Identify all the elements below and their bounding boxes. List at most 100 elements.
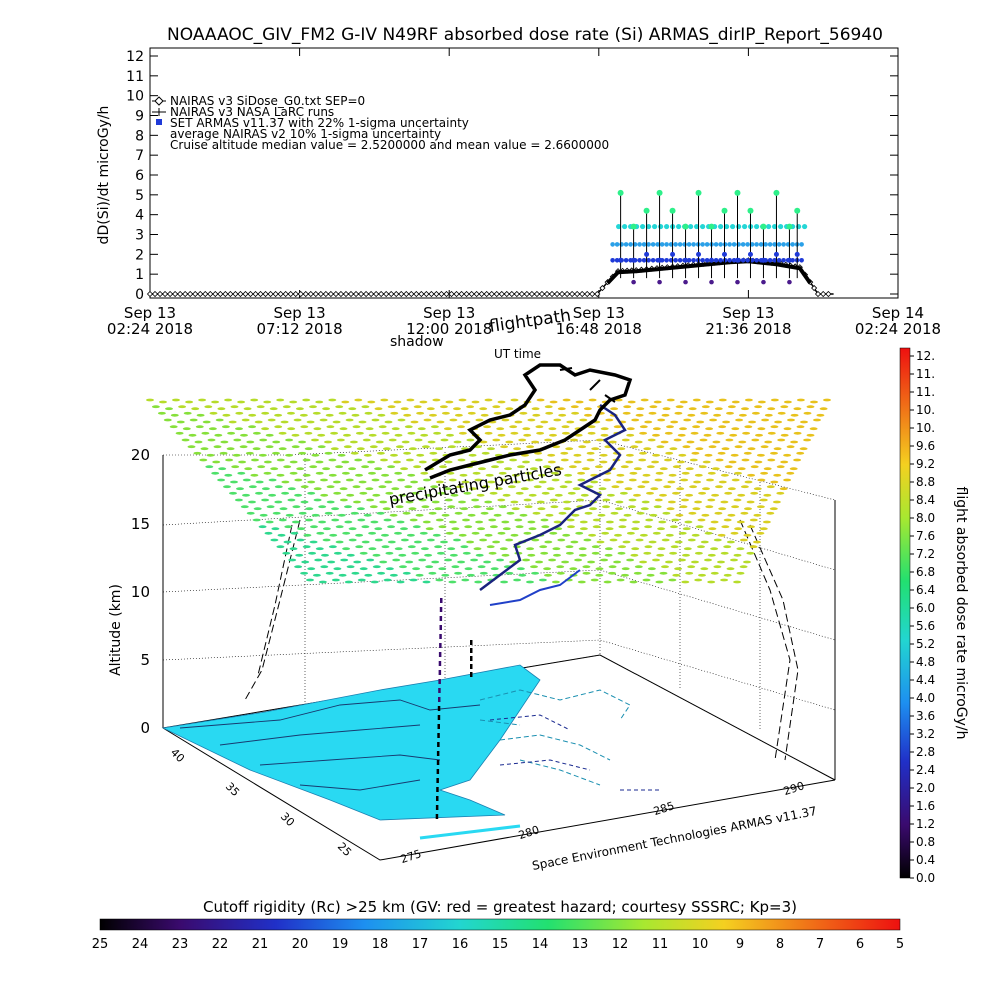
particle-mark bbox=[716, 431, 725, 435]
colorbar-ticks: 12.11.11.10.10.9.69.28.88.48.07.67.26.86… bbox=[910, 349, 935, 885]
colorbar-tick-label: 8 bbox=[776, 937, 784, 952]
particle-mark bbox=[309, 465, 318, 469]
nairas-sidose-point bbox=[488, 290, 495, 298]
nairas-sidose-point bbox=[438, 290, 445, 298]
particle-mark bbox=[352, 485, 361, 489]
state-borders bbox=[179, 699, 481, 791]
particle-mark bbox=[666, 398, 675, 402]
particle-mark bbox=[727, 405, 736, 409]
particle-mark bbox=[390, 411, 399, 415]
particle-mark bbox=[437, 551, 445, 555]
particle-mark bbox=[743, 560, 751, 564]
y-tick-label: 1 bbox=[135, 267, 144, 283]
particle-mark bbox=[739, 565, 748, 569]
particle-mark bbox=[591, 545, 600, 549]
particle-mark bbox=[675, 405, 684, 409]
particle-mark bbox=[700, 540, 709, 544]
particle-mark bbox=[652, 433, 660, 437]
particle-mark bbox=[372, 493, 381, 497]
particle-mark bbox=[201, 431, 210, 435]
particle-mark bbox=[278, 518, 287, 522]
particle-mark bbox=[387, 405, 396, 409]
armas-uncertainty-band-point bbox=[619, 242, 624, 247]
x-tick-time: 16:48 2018 bbox=[556, 320, 642, 338]
colorbar-tick-label: 5 bbox=[896, 937, 904, 952]
particle-mark bbox=[329, 533, 338, 537]
particle-mark bbox=[357, 518, 366, 522]
particle-mark bbox=[326, 425, 335, 429]
particle-mark bbox=[744, 425, 753, 429]
colorbar-tick-label: 9.2 bbox=[916, 457, 935, 471]
particle-mark bbox=[638, 458, 647, 462]
particle-mark bbox=[159, 400, 167, 404]
particle-mark bbox=[355, 431, 364, 435]
particle-mark bbox=[401, 440, 410, 444]
particle-mark bbox=[658, 520, 667, 524]
particle-mark bbox=[170, 413, 179, 417]
particle-mark bbox=[214, 433, 223, 437]
particle-mark bbox=[454, 571, 463, 575]
particle-mark bbox=[701, 405, 710, 409]
armas-uncertainty-mid-point bbox=[646, 223, 652, 230]
particle-mark bbox=[394, 433, 403, 437]
particle-mark bbox=[546, 487, 555, 491]
particle-mark bbox=[737, 467, 746, 471]
particle-mark bbox=[680, 478, 689, 482]
particle-mark bbox=[248, 413, 257, 417]
climb-dot bbox=[439, 607, 443, 612]
particle-mark bbox=[653, 400, 662, 404]
particle-mark bbox=[500, 580, 509, 584]
particle-mark bbox=[368, 471, 376, 475]
particle-mark bbox=[341, 400, 350, 404]
nairas-sidose-point bbox=[473, 290, 480, 298]
particle-mark bbox=[457, 458, 466, 462]
particle-mark bbox=[333, 567, 342, 571]
particle-mark bbox=[575, 400, 584, 404]
particle-mark bbox=[662, 407, 671, 411]
particle-mark bbox=[774, 420, 783, 424]
particle-mark bbox=[599, 453, 608, 457]
particle-mark bbox=[328, 398, 337, 402]
particle-mark bbox=[707, 553, 716, 557]
particle-mark bbox=[531, 407, 540, 411]
particle-mark bbox=[534, 458, 543, 462]
particle-mark bbox=[454, 413, 463, 417]
armas-uncertainty-mid-point bbox=[694, 223, 700, 230]
particle-mark bbox=[183, 411, 192, 415]
nairas-sidose-point bbox=[553, 290, 561, 298]
particle-mark bbox=[315, 460, 324, 464]
particle-mark bbox=[482, 485, 490, 489]
particle-mark bbox=[690, 431, 699, 435]
particle-mark bbox=[736, 520, 745, 524]
nairas-sidose-point bbox=[262, 290, 269, 298]
particle-mark bbox=[244, 467, 253, 471]
particle-mark bbox=[654, 478, 663, 482]
particle-mark bbox=[300, 425, 309, 429]
particle-mark bbox=[163, 418, 172, 422]
particle-mark bbox=[457, 560, 466, 564]
nairas-sidose-point bbox=[398, 290, 405, 298]
particle-mark bbox=[691, 451, 700, 455]
particle-mark bbox=[509, 425, 518, 429]
particle-mark bbox=[710, 520, 719, 524]
particle-mark bbox=[582, 440, 591, 444]
particle-mark bbox=[523, 498, 532, 502]
particle-mark bbox=[747, 525, 755, 529]
particle-mark bbox=[757, 400, 766, 404]
particle-mark bbox=[724, 465, 733, 469]
colorbar-tick-label: 4.0 bbox=[916, 691, 935, 705]
particle-mark bbox=[626, 427, 635, 431]
nairas-sidose-point bbox=[197, 290, 204, 298]
particle-mark bbox=[749, 545, 758, 549]
nairas-sidose-point bbox=[458, 290, 465, 298]
particle-mark bbox=[726, 411, 734, 415]
particle-mark bbox=[659, 571, 668, 575]
particle-mark bbox=[538, 480, 547, 484]
particle-mark bbox=[790, 413, 799, 417]
particle-mark bbox=[302, 398, 311, 402]
particle-mark bbox=[471, 498, 480, 502]
particle-mark bbox=[554, 493, 563, 497]
particle-mark bbox=[445, 531, 454, 535]
nairas-sidose-point bbox=[227, 290, 234, 298]
colorbar-tick-label: 24 bbox=[132, 937, 149, 952]
